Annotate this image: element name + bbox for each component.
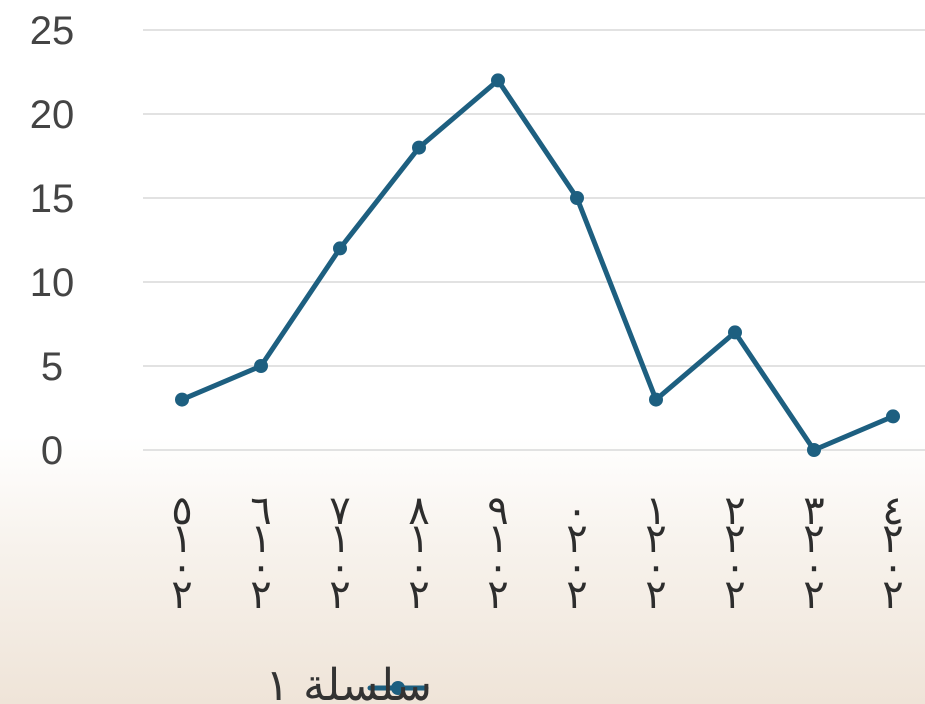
- x-tick-char: ٢: [171, 572, 192, 618]
- x-tick-char: ٢: [487, 572, 508, 618]
- data-point: [333, 241, 347, 256]
- x-tick-char: ٢: [250, 572, 271, 618]
- x-tick-char: ٠: [645, 544, 666, 590]
- x-tick-char: ٩: [487, 488, 508, 534]
- x-tick-char: ٢: [882, 572, 903, 618]
- x-tick-char: ٥: [171, 488, 192, 534]
- x-tick-char: ٠: [803, 544, 824, 590]
- x-tick-char: ٢: [803, 516, 824, 562]
- data-point: [491, 73, 505, 88]
- x-tick-char: ٢: [803, 572, 824, 618]
- data-point: [570, 191, 584, 205]
- x-tick-char: ٠: [329, 544, 350, 590]
- y-tick-label: 10: [30, 261, 75, 305]
- x-tick-char: ٣: [803, 488, 824, 534]
- series-line: [179, 77, 896, 453]
- data-point: [175, 392, 189, 407]
- y-axis-tick-labels: 0 5 10 15 20 25: [30, 9, 75, 473]
- x-tick-char: ١: [408, 516, 429, 562]
- x-tick-char: ١: [645, 488, 666, 534]
- x-tick-char: ٢: [724, 516, 745, 562]
- x-tick-char: ٠: [566, 544, 587, 590]
- x-tick-char: ٢: [566, 516, 587, 562]
- y-tick-label: 25: [30, 9, 75, 53]
- grid-lines: [143, 29, 925, 451]
- x-tick-char: ٤: [882, 488, 903, 534]
- data-point: [649, 392, 663, 407]
- x-tick-char: ٢: [724, 488, 745, 534]
- x-tick-char: ٢: [329, 572, 350, 618]
- x-tick-char: ١: [250, 516, 271, 562]
- x-tick-char: ٧: [329, 488, 350, 534]
- x-tick-char: ٢: [566, 572, 587, 618]
- data-point: [807, 443, 821, 457]
- y-tick-label: 0: [41, 429, 63, 473]
- x-tick-char: ٨: [408, 488, 429, 534]
- x-tick-char: ٠: [408, 544, 429, 590]
- y-tick-label: 5: [41, 345, 63, 389]
- x-tick-char: ٠: [250, 544, 271, 590]
- legend: سلسلة ١: [266, 660, 432, 704]
- x-tick-char: ١: [487, 516, 508, 562]
- x-tick-char: ١: [171, 516, 192, 562]
- data-point: [412, 140, 426, 155]
- x-tick-char: ٠: [724, 544, 745, 590]
- x-tick-char: ٢: [882, 516, 903, 562]
- y-tick-label: 15: [30, 177, 75, 221]
- legend-marker-dot: [391, 681, 405, 695]
- x-tick-char: ٦: [250, 488, 271, 534]
- x-tick-char: ٠: [171, 544, 192, 590]
- x-tick-char: ٠: [566, 488, 587, 534]
- data-point: [254, 359, 268, 373]
- series-layer: [175, 73, 900, 457]
- x-tick-char: ٢: [724, 572, 745, 618]
- x-tick-char: ٠: [882, 544, 903, 590]
- x-tick-char: ٠: [487, 544, 508, 590]
- x-tick-char: ٢: [408, 572, 429, 618]
- x-tick-char: ٢: [645, 516, 666, 562]
- data-point: [886, 409, 900, 424]
- x-tick-char: ١: [329, 516, 350, 562]
- x-tick-char: ٢: [645, 572, 666, 618]
- y-tick-label: 20: [30, 93, 75, 137]
- data-point: [728, 325, 742, 340]
- legend-label: سلسلة ١: [266, 660, 432, 704]
